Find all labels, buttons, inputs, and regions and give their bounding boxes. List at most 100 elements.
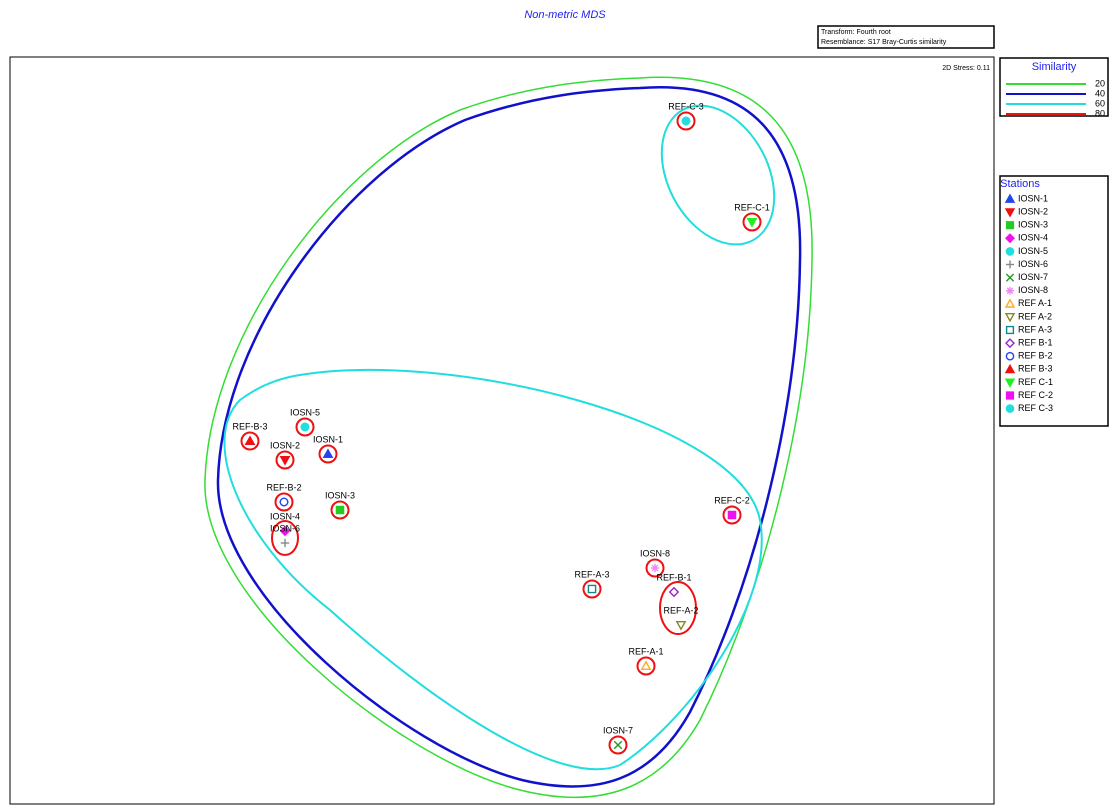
legend-label: IOSN-5 <box>1018 246 1048 256</box>
legend-label: REF C-3 <box>1018 403 1053 413</box>
marker <box>1005 221 1015 230</box>
marker <box>1005 391 1015 400</box>
point-label: REF-A-3 <box>574 569 609 579</box>
contour-40 <box>216 86 802 788</box>
marker <box>727 510 737 520</box>
contour-80 <box>645 558 665 578</box>
point-label: IOSN-5 <box>290 407 320 417</box>
legend-label: REF C-1 <box>1018 377 1053 387</box>
marker <box>1005 273 1015 282</box>
marker <box>322 448 334 459</box>
point-label: REF-B-3 <box>232 421 267 431</box>
marker <box>1004 208 1016 218</box>
marker <box>300 422 310 432</box>
point-label: IOSN-7 <box>603 725 633 735</box>
marker <box>1005 338 1015 349</box>
stress: 2D Stress: 0.11 <box>942 65 990 72</box>
legend-label: REF A-2 <box>1018 311 1052 321</box>
marker <box>1005 325 1015 335</box>
marker <box>651 564 659 572</box>
legend-label: REF B-2 <box>1018 351 1053 361</box>
contour-80 <box>582 579 602 599</box>
contour-20 <box>204 76 813 799</box>
point-label: REF-B-1 <box>656 572 691 582</box>
contour-80 <box>330 500 350 520</box>
legend-title: Similarity <box>1032 61 1077 73</box>
legend-label: REF B-3 <box>1018 364 1053 374</box>
legend-label: IOSN-6 <box>1018 259 1048 269</box>
marker <box>1004 298 1016 308</box>
marker <box>587 584 597 594</box>
contour-80 <box>271 520 299 556</box>
title: Non-metric MDS <box>524 9 606 21</box>
stations-legend <box>999 175 1109 427</box>
marker <box>1004 378 1016 388</box>
marker <box>279 525 291 537</box>
marker <box>1004 363 1016 374</box>
point-label: REF-A-2 <box>663 605 698 615</box>
point-label: IOSN-4 <box>270 511 300 521</box>
legend-label: IOSN-7 <box>1018 272 1048 282</box>
marker <box>244 435 256 446</box>
marker <box>279 455 291 466</box>
marker <box>1005 233 1015 244</box>
marker <box>1005 351 1015 361</box>
legend-label: REF A-3 <box>1018 324 1052 334</box>
info-line: Transform: Fourth root <box>821 29 891 36</box>
marker <box>640 660 652 671</box>
legend-label: IOSN-3 <box>1018 220 1048 230</box>
legend-label: IOSN-1 <box>1018 193 1048 203</box>
legend-value: 40 <box>1095 88 1105 98</box>
contour-80 <box>295 417 315 437</box>
point-label: IOSN-3 <box>325 490 355 500</box>
contour-80 <box>676 111 696 131</box>
similarity-legend <box>999 57 1109 117</box>
marker <box>668 586 680 598</box>
legend-value: 80 <box>1095 108 1105 118</box>
plot-frame <box>9 56 995 805</box>
contour-80 <box>318 444 338 464</box>
legend-label: IOSN-2 <box>1018 206 1048 216</box>
marker <box>1005 404 1015 413</box>
point-label: REF-B-2 <box>266 482 301 492</box>
info-box <box>817 25 995 49</box>
marker <box>675 620 687 631</box>
marker <box>1005 247 1015 256</box>
marker <box>1004 193 1016 203</box>
point-label: IOSN-6 <box>270 523 300 533</box>
point-label: REF-C-1 <box>734 202 770 212</box>
point-label: IOSN-8 <box>640 548 670 558</box>
marker <box>681 116 691 126</box>
marker <box>1004 313 1016 323</box>
contour-80 <box>240 431 260 451</box>
contour-80 <box>274 492 294 512</box>
legend-label: IOSN-4 <box>1018 233 1048 243</box>
point-label: REF-C-2 <box>714 495 750 505</box>
marker <box>335 505 345 515</box>
legend-label: REF A-1 <box>1018 298 1052 308</box>
legend-value: 60 <box>1095 98 1105 108</box>
contour-60 <box>660 104 776 246</box>
legend-label: IOSN-8 <box>1018 285 1048 295</box>
contour-80 <box>659 581 697 635</box>
marker <box>1006 287 1014 294</box>
legend-value: 20 <box>1095 78 1105 88</box>
point-label: IOSN-2 <box>270 440 300 450</box>
contour-80 <box>275 450 295 470</box>
point-label: REF-A-1 <box>628 646 663 656</box>
contour-80 <box>722 505 742 525</box>
marker <box>746 217 758 228</box>
info-line: Resemblance: S17 Bray-Curtis similarity <box>821 39 947 46</box>
contour-60 <box>223 368 763 771</box>
point-label: IOSN-1 <box>313 434 343 444</box>
contour-80 <box>636 656 656 676</box>
legend-title: Stations <box>1000 178 1040 190</box>
marker <box>613 740 623 750</box>
contour-80 <box>742 212 762 232</box>
marker <box>279 497 289 507</box>
point-label: REF-C-3 <box>668 101 704 111</box>
legend-label: REF C-2 <box>1018 390 1053 400</box>
legend-label: REF B-1 <box>1018 337 1053 347</box>
contour-80 <box>608 735 628 755</box>
